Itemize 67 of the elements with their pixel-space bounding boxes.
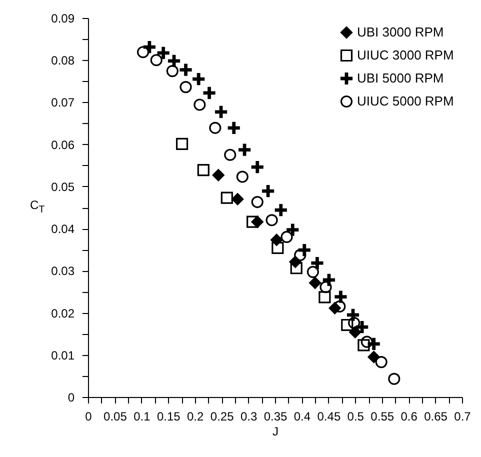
x-tick-label: 0.6	[400, 410, 418, 424]
point	[150, 54, 162, 66]
y-tick-label: 0.08	[51, 54, 75, 68]
y-tick-label: 0	[68, 390, 75, 404]
point	[309, 276, 322, 289]
y-tick-label: 0.02	[51, 306, 75, 320]
point	[236, 170, 248, 183]
point	[251, 196, 264, 208]
x-tick-label: 0.25	[210, 410, 234, 424]
x-tick-label: 0.55	[370, 410, 394, 424]
point	[212, 169, 224, 182]
point	[360, 336, 373, 348]
point	[232, 193, 244, 206]
x-tick-label: 0.15	[156, 410, 181, 424]
x-tick-label: 0.4	[294, 410, 311, 424]
point	[192, 73, 205, 86]
point	[388, 372, 400, 385]
point	[311, 257, 324, 270]
point	[203, 86, 216, 99]
x-tick-label: 0.45	[317, 410, 341, 424]
point	[197, 164, 210, 176]
x-tick-label: 0.3	[240, 410, 258, 424]
x-tick-label: 0.7	[454, 410, 472, 424]
x-tick-label: 0.2	[187, 410, 204, 424]
y-tick-label: 0.03	[51, 264, 75, 278]
y-tick-label: 0.09	[51, 12, 75, 26]
point	[368, 350, 380, 364]
point	[180, 81, 192, 94]
point	[358, 339, 370, 352]
point	[220, 192, 233, 204]
point	[280, 230, 293, 244]
y-tick-label: 0.05	[51, 180, 75, 194]
x-tick-label: 0	[85, 410, 92, 424]
point	[272, 242, 284, 254]
point	[318, 291, 331, 304]
point	[136, 46, 150, 58]
x-tick-label: 0.05	[104, 410, 128, 424]
point	[209, 122, 222, 134]
point	[224, 148, 236, 161]
y-tick-label: 0.01	[51, 348, 75, 362]
point	[320, 281, 332, 294]
x-tick-label: 0.5	[347, 410, 364, 424]
point	[166, 65, 178, 78]
y-tick-label: 0.04	[51, 222, 75, 236]
x-axis-title: J	[272, 424, 278, 438]
point	[251, 161, 264, 174]
point	[176, 138, 188, 150]
legend-label: UBI 5000 RPM	[357, 70, 444, 86]
point	[290, 262, 302, 274]
point	[334, 290, 347, 303]
y-tick-label: 0.07	[51, 96, 75, 110]
point	[341, 318, 354, 332]
legend-label: UBI 3000 RPM	[357, 24, 444, 40]
x-tick-label: 0.65	[424, 410, 448, 424]
point	[194, 98, 206, 111]
point	[180, 64, 192, 76]
point	[306, 266, 319, 278]
point	[228, 122, 240, 134]
point	[375, 356, 388, 368]
legend-label: UIUC 5000 RPM	[357, 94, 454, 108]
y-tick-label: 0.06	[51, 138, 75, 152]
point	[266, 214, 278, 226]
x-tick-label: 0.1	[134, 410, 151, 424]
x-tick-label: 0.35	[264, 410, 288, 424]
point	[246, 216, 259, 228]
y-axis-title: C$_{T}$	[30, 198, 45, 216]
legend-label: UIUC 3000 RPM	[357, 48, 454, 62]
